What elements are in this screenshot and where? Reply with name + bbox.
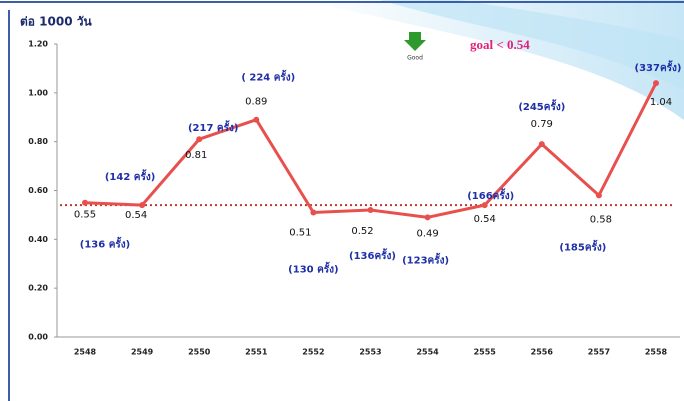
annotation: (136 ครั้ง) (80, 237, 130, 251)
x-tick-label: 2552 (302, 348, 324, 357)
point (653, 80, 659, 87)
point (481, 202, 488, 209)
y-axis-title: ต่อ 1000 วัน (20, 15, 92, 29)
value-label: 0.55 (74, 210, 96, 221)
value-label: 0.58 (590, 214, 612, 225)
y-tick-label: 0.60 (28, 186, 48, 195)
value-label: 0.79 (531, 119, 553, 130)
x-tick-label: 2551 (245, 348, 268, 357)
goal-icon (404, 32, 426, 51)
line (84, 82, 658, 219)
annotation: (337ครั้ง) (635, 60, 682, 74)
point (424, 214, 431, 221)
y-tick-label: 0.20 (28, 284, 48, 293)
value-label: 0.54 (474, 214, 496, 225)
y-tick-label: 1.20 (28, 40, 48, 49)
value-label: 0.49 (416, 228, 438, 239)
point (595, 192, 602, 199)
background-wave (380, 0, 684, 90)
x-tick-label: 2554 (416, 348, 439, 357)
point (139, 202, 146, 209)
annotation: ( 224 ครั้ง) (241, 70, 295, 84)
x-tick-label: 2550 (188, 348, 211, 357)
y-tick-label: 0.40 (28, 235, 48, 244)
x-tick-label: 2548 (74, 348, 97, 357)
x-tick-label: 2549 (131, 348, 154, 357)
annotation: (130 ครั้ง) (288, 261, 338, 275)
point (538, 141, 545, 148)
annotation: (136ครั้ง) (349, 248, 396, 262)
y-tick-label: 0.80 (28, 137, 48, 146)
value-label: 0.52 (351, 226, 373, 237)
point (82, 199, 88, 206)
point (196, 136, 203, 143)
annotation: (217 ครั้ง) (188, 120, 238, 134)
goal-icon-label: Good (407, 55, 423, 62)
annotation: (185ครั้ง) (559, 239, 606, 253)
x-tick-label: 2555 (474, 348, 497, 357)
point (367, 207, 374, 214)
x-tick-label: 2557 (588, 348, 610, 357)
point (310, 209, 317, 216)
annotation: (142 ครั้ง) (105, 169, 155, 183)
goal-label: goal < 0.54 (470, 37, 530, 52)
y-tick-label: 1.00 (28, 88, 48, 97)
value-label: 0.54 (125, 210, 147, 221)
point (253, 116, 260, 123)
y-tick-label: 0.00 (28, 333, 48, 342)
annotation: (166ครั้ง) (467, 188, 514, 202)
value-label: 0.51 (289, 227, 311, 238)
annotation: (123ครั้ง) (402, 252, 449, 266)
x-tick-label: 2558 (645, 348, 668, 357)
value-label: 1.04 (650, 97, 672, 108)
value-label: 0.81 (185, 150, 207, 161)
x-tick-label: 2553 (359, 348, 381, 357)
value-label: 0.89 (245, 97, 267, 108)
x-tick-label: 2556 (531, 348, 554, 357)
annotation: (245ครั้ง) (518, 99, 565, 113)
